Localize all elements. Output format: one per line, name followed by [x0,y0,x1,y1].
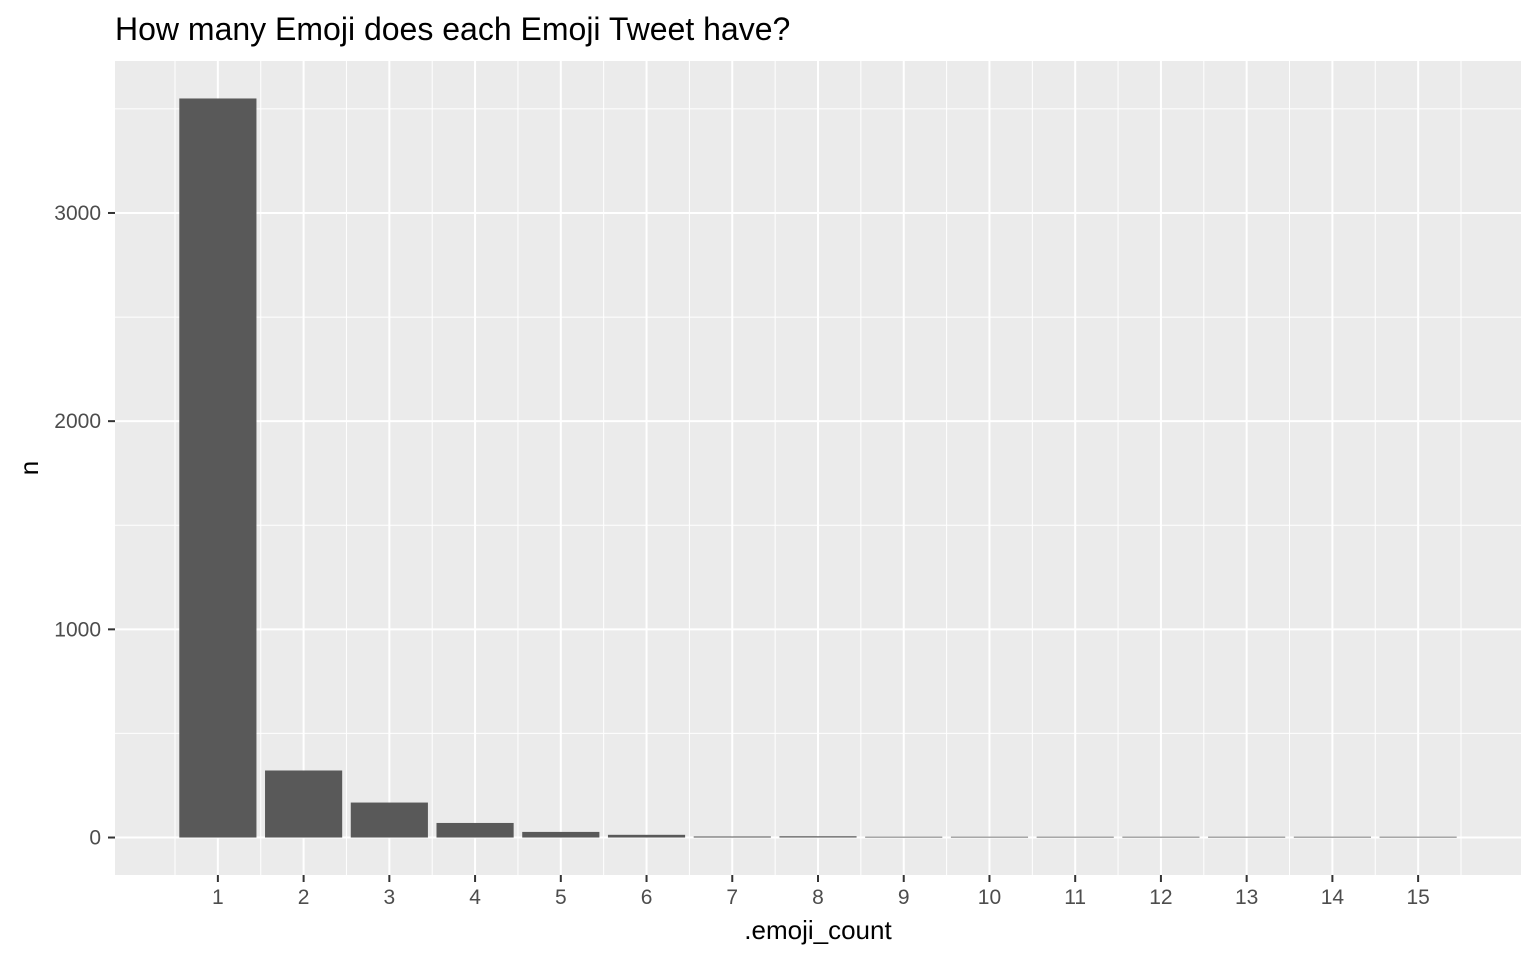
x-tick-label: 11 [1064,886,1086,909]
x-tick-label: 15 [1406,886,1429,909]
bar-2 [265,770,343,838]
bar-13 [1208,836,1286,838]
bar-5 [522,831,600,838]
bar-6 [607,834,686,838]
bar-8 [779,836,857,838]
y-tick-label: 2000 [54,410,101,433]
bar-9 [865,836,943,838]
y-tick-label: 0 [89,827,101,850]
chart-title: How many Emoji does each Emoji Tweet hav… [115,11,790,47]
bar-7 [693,836,771,838]
bar-4 [436,822,514,838]
x-tick-label: 14 [1321,886,1345,909]
x-tick-label: 3 [383,886,395,909]
x-tick-label: 4 [469,886,481,909]
x-tick-label: 7 [726,886,738,909]
bar-10 [950,836,1029,838]
x-tick-label: 2 [298,886,310,909]
x-tick-label: 13 [1235,886,1258,909]
x-axis: 1 2 3 4 5 6 7 8 9 10 11 12 13 14 15 [212,875,1430,909]
y-axis: 0 1000 2000 3000 [54,202,115,850]
x-tick-label: 8 [812,886,824,909]
x-axis-title: .emoji_count [744,915,892,945]
y-axis-title: n [14,461,44,475]
bar-11 [1036,836,1114,838]
x-tick-label: 1 [212,886,224,909]
x-tick-label: 10 [978,886,1001,909]
x-tick-label: 5 [555,886,567,909]
major-gridlines [115,61,1521,875]
minor-gridlines [115,61,1521,875]
bar-3 [350,802,428,838]
bar-14 [1293,836,1371,838]
x-tick-label: 12 [1149,886,1172,909]
bar-12 [1122,836,1200,838]
x-tick-label: 9 [898,886,910,909]
bars [179,98,1457,838]
x-tick-label: 6 [641,886,653,909]
y-tick-label: 1000 [54,618,101,641]
bar-15 [1379,836,1457,838]
y-tick-label: 3000 [54,202,101,225]
bar-1 [179,98,257,838]
